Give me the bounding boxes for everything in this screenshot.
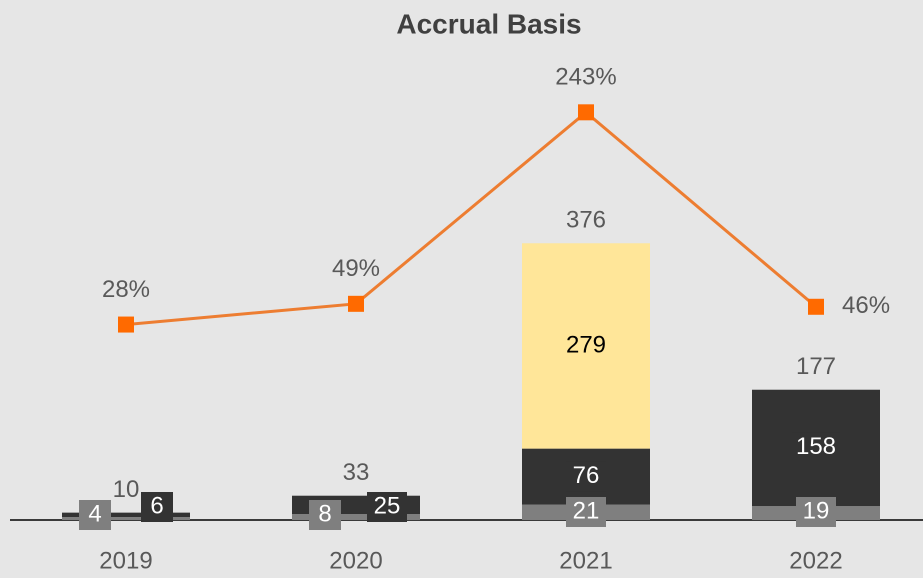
bar-segment (62, 512, 190, 518)
line-label: 243% (555, 64, 616, 91)
bar-segment (522, 243, 650, 449)
label-box (309, 500, 341, 530)
bar-segment (62, 517, 190, 520)
x-tick-label: 2022 (789, 547, 842, 574)
data-label: 19 (803, 497, 830, 524)
data-label: 158 (796, 433, 836, 460)
data-label: 279 (566, 331, 606, 358)
data-label: 6 (150, 492, 163, 519)
label-box (566, 461, 606, 492)
x-tick-label: 2019 (99, 547, 152, 574)
total-label: 177 (796, 353, 836, 380)
total-label: 376 (566, 207, 606, 234)
line-series (125, 110, 817, 327)
line-label: 28% (102, 276, 150, 303)
data-label: 8 (318, 500, 331, 527)
total-label: 33 (343, 459, 370, 486)
label-box (79, 500, 111, 530)
total-label: 10 (113, 476, 140, 503)
line-marker (808, 298, 824, 315)
chart-title: Accrual Basis (396, 8, 581, 39)
line-marker (348, 295, 364, 312)
data-label: 4 (88, 500, 101, 527)
line-label: 46% (842, 292, 890, 319)
data-label: 25 (374, 492, 401, 519)
label-box (792, 432, 840, 463)
label-box (141, 492, 173, 522)
x-tick-label: 2021 (559, 547, 612, 574)
bar-segment (292, 514, 420, 520)
label-box (367, 492, 407, 522)
label-box (796, 497, 836, 527)
data-label: 76 (573, 462, 600, 489)
line-marker (118, 316, 134, 333)
data-label: 21 (573, 497, 600, 524)
line-marker (578, 104, 594, 121)
line-label: 49% (332, 255, 380, 282)
label-box (566, 497, 606, 527)
x-tick-label: 2020 (329, 547, 382, 574)
